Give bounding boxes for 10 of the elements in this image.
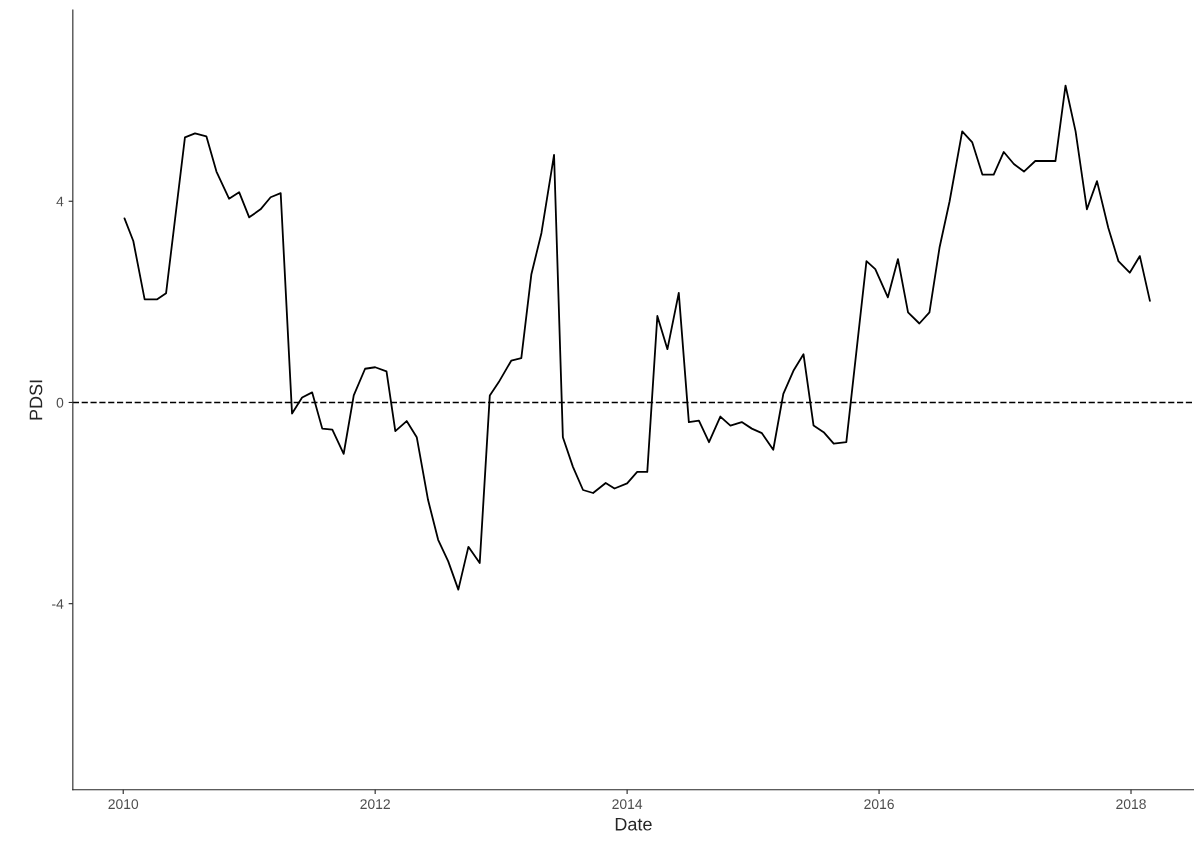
y-tick-label: 4 (56, 196, 64, 207)
y-tick-label: 0 (56, 397, 64, 408)
y-tick-label: -4 (52, 599, 64, 609)
x-tick-label: 2018 (1116, 799, 1146, 810)
x-tick-label: 2010 (108, 799, 139, 810)
x-axis-title: Date (615, 817, 652, 831)
y-axis-title: PDSI (29, 380, 43, 420)
x-tick-label: 2016 (864, 799, 894, 810)
x-tick-label: 2014 (612, 799, 643, 810)
x-tick-label: 2012 (360, 799, 390, 810)
